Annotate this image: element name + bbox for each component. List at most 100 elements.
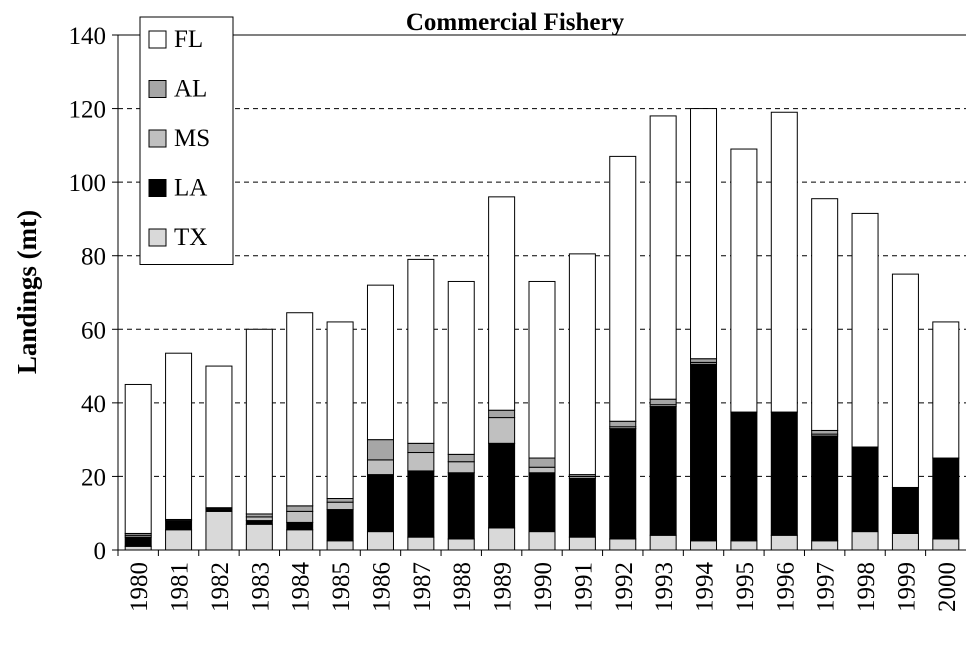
bar-segment (649, 406, 677, 536)
bar-segment (407, 470, 435, 538)
bar-segment (609, 538, 637, 551)
x-tick-label: 1982 (207, 562, 234, 612)
bar-segment (488, 409, 516, 419)
bar-segment (205, 510, 233, 551)
bar-segment (690, 358, 718, 363)
bar-segment (366, 459, 394, 476)
bar-segment (366, 474, 394, 533)
y-tick-label: 140 (69, 23, 107, 50)
bar-segment (245, 328, 273, 515)
bar-segment (811, 435, 839, 542)
bar-segment (366, 439, 394, 461)
bar-segment (851, 446, 879, 533)
x-tick-label: 1980 (126, 562, 153, 612)
bar-segment (770, 111, 798, 413)
bar-segment (165, 529, 193, 551)
bar-segment (245, 523, 273, 551)
legend-label: AL (174, 76, 207, 103)
x-tick-label: 1987 (409, 562, 436, 612)
bar-segment (366, 284, 394, 441)
bar-segment (811, 198, 839, 431)
x-tick-label: 2000 (934, 562, 961, 612)
bar-segment (124, 383, 152, 534)
bar-segment (891, 532, 919, 551)
y-tick-label: 20 (81, 464, 106, 491)
bar-segment (932, 321, 960, 459)
y-tick-label: 120 (69, 97, 107, 124)
bar-segment (568, 536, 596, 551)
x-tick-label: 1989 (490, 562, 517, 612)
bar-segment (649, 115, 677, 400)
bar-segment (407, 452, 435, 472)
x-tick-label: 1994 (692, 562, 719, 613)
y-tick-label: 40 (81, 391, 106, 418)
bar-segment (609, 420, 637, 428)
legend-swatch (148, 129, 167, 148)
x-tick-label: 1997 (813, 562, 840, 612)
bar-segment (528, 280, 556, 459)
legend-label: TX (174, 224, 207, 251)
x-tick-label: 1985 (328, 562, 355, 612)
bar-segment (447, 453, 475, 463)
x-tick-label: 1996 (772, 562, 799, 612)
bar-segment (286, 521, 314, 531)
x-tick-label: 1988 (449, 562, 476, 612)
bar-segment (165, 352, 193, 520)
bar-segment (649, 398, 677, 406)
bar-segment (690, 540, 718, 551)
bar-segment (286, 529, 314, 551)
bar-segment (326, 501, 354, 511)
bar-segment (407, 258, 435, 444)
bar-segment (124, 545, 152, 551)
bar-segment (407, 536, 435, 551)
bar-segment (407, 442, 435, 454)
y-tick-label: 0 (94, 538, 107, 565)
bar-segment (447, 472, 475, 540)
legend-swatch (148, 179, 167, 197)
legend-label: LA (174, 175, 207, 202)
legend-label: MS (174, 125, 210, 152)
bar-segment (690, 363, 718, 542)
bar-segment (811, 429, 839, 435)
bar-segment (326, 509, 354, 542)
x-tick-label: 1993 (651, 562, 678, 612)
bar-segment (366, 531, 394, 551)
bar-segment (447, 538, 475, 551)
y-tick-label: 60 (81, 317, 106, 344)
bar-segment (205, 365, 233, 509)
bar-segment (649, 534, 677, 551)
y-tick-label: 100 (69, 170, 107, 197)
bar-segment (528, 472, 556, 533)
bar-segment (165, 520, 193, 531)
bar-segment (730, 540, 758, 551)
bar-segment (932, 457, 960, 540)
bar-segment (690, 108, 718, 360)
bar-segment (811, 540, 839, 551)
bar-segment (326, 498, 354, 503)
x-tick-label: 1992 (611, 562, 638, 612)
legend-label: FL (174, 26, 203, 53)
x-tick-label: 1984 (288, 562, 315, 613)
bar-segment (609, 428, 637, 540)
bar-segment (124, 536, 152, 547)
bar-segment (488, 527, 516, 551)
x-tick-label: 1991 (570, 562, 597, 612)
chart-title: Commercial Fishery (406, 9, 625, 36)
bar-segment (568, 253, 596, 476)
bar-segment (447, 280, 475, 455)
bar-segment (488, 196, 516, 411)
bar-segment (528, 531, 556, 551)
y-tick-label: 80 (81, 244, 106, 271)
bar-segment (488, 417, 516, 444)
bar-segment (245, 520, 273, 525)
bar-segment (528, 466, 556, 474)
bar-segment (286, 505, 314, 512)
x-tick-label: 1995 (732, 562, 759, 612)
bar-segment (326, 540, 354, 551)
y-axis-label: Landings (mt) (12, 210, 42, 374)
bar-segment (245, 516, 273, 522)
bar-segment (851, 531, 879, 551)
bar-segment (528, 457, 556, 468)
bar-segment (770, 534, 798, 551)
bar-segment (326, 321, 354, 499)
